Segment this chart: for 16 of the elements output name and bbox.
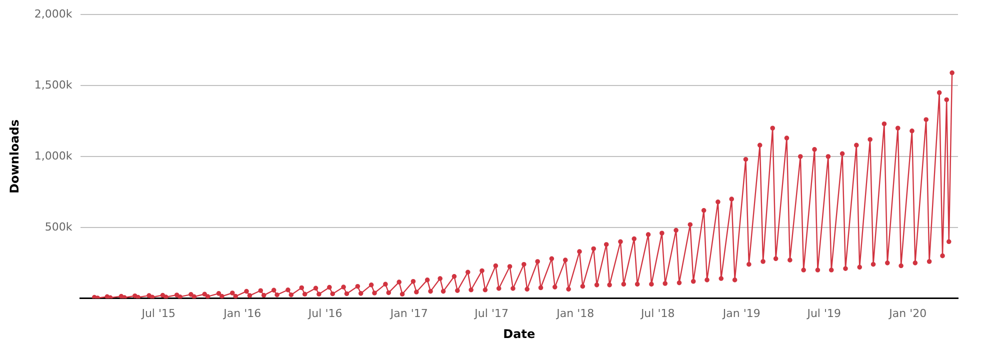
x-tick-label: Jul '19 <box>806 306 841 320</box>
x-tick-label: Jan '16 <box>222 306 262 320</box>
x-tick-label: Jan '18 <box>556 306 594 320</box>
y-tick-label: 1,000k <box>34 149 73 162</box>
x-tick-label: Jul '16 <box>307 306 342 320</box>
x-tick-label: Jul '18 <box>640 306 675 320</box>
y-tick-label: 500k <box>44 220 73 234</box>
y-axis-title: Downloads <box>7 119 22 194</box>
x-tick-label: Jan '19 <box>722 306 760 320</box>
y-tick-label: 1,500k <box>34 78 73 92</box>
x-tick-label: Jul '17 <box>474 306 508 320</box>
x-tick-label: Jul '15 <box>140 306 176 320</box>
x-tick-label: Jan '20 <box>888 306 927 320</box>
x-tick-label: Jan '17 <box>389 306 428 320</box>
x-axis-title: Date <box>503 326 536 341</box>
y-tick-label: 2,000k <box>34 7 73 20</box>
